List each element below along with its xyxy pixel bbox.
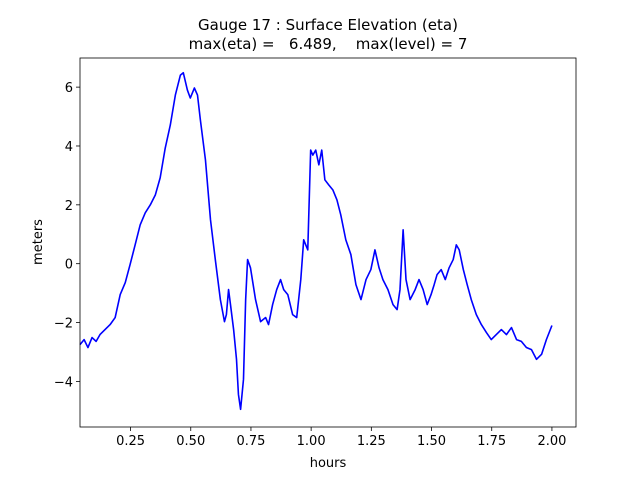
chart-title: Gauge 17 : Surface Elevation (eta) (198, 16, 458, 34)
data-line (79, 71, 553, 411)
x-tick-label: 1.75 (477, 434, 506, 449)
x-tick-label: 1.50 (417, 434, 446, 449)
chart-subtitle: max(eta) = 6.489, max(level) = 7 (189, 35, 468, 53)
y-tick-label: −4 (54, 375, 73, 390)
y-tick-label: −2 (54, 317, 73, 332)
x-tick-label: 0.75 (236, 434, 265, 449)
y-axis-label: meters (31, 219, 46, 265)
x-tick-label: 0.25 (116, 434, 145, 449)
x-tick-label: 0.50 (176, 434, 205, 449)
y-tick-label: 6 (65, 81, 73, 96)
y-tick-label: 0 (65, 258, 73, 273)
x-tick-label: 1.25 (357, 434, 386, 449)
x-tick-label: 2.00 (537, 434, 566, 449)
x-axis-label: hours (310, 456, 347, 471)
x-tick-label: 1.00 (297, 434, 326, 449)
plot-frame (79, 57, 577, 428)
y-tick-label: 2 (65, 199, 73, 214)
y-tick-label: 4 (65, 140, 73, 155)
